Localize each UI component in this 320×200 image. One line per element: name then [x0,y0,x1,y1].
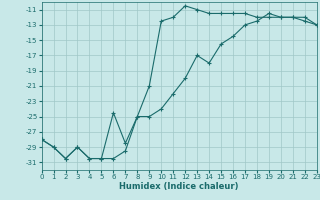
X-axis label: Humidex (Indice chaleur): Humidex (Indice chaleur) [119,182,239,191]
